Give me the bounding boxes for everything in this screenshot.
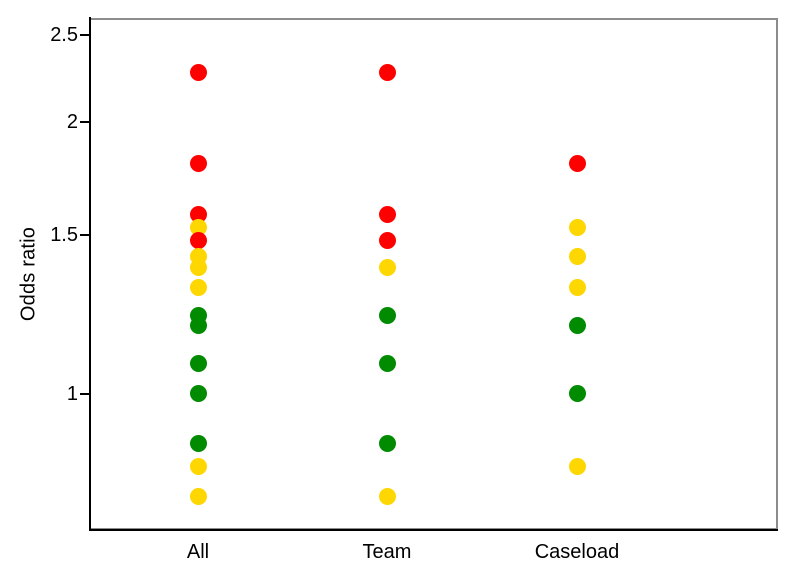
data-point bbox=[379, 259, 396, 276]
data-point bbox=[190, 317, 207, 334]
x-category-label: Caseload bbox=[534, 541, 620, 563]
data-point bbox=[569, 385, 586, 402]
y-axis-line bbox=[89, 17, 91, 531]
y-tick-mark bbox=[80, 34, 89, 36]
data-point bbox=[190, 232, 207, 249]
y-tick-label: 1.5 bbox=[50, 224, 78, 246]
data-point bbox=[379, 206, 396, 223]
data-point bbox=[379, 232, 396, 249]
data-point bbox=[190, 435, 207, 452]
x-category-label: All bbox=[186, 541, 210, 563]
data-point bbox=[379, 64, 396, 81]
y-tick-label: 1 bbox=[66, 383, 78, 405]
data-point bbox=[569, 219, 586, 236]
data-point bbox=[379, 435, 396, 452]
data-point bbox=[190, 385, 207, 402]
data-point bbox=[190, 219, 207, 236]
data-point bbox=[190, 206, 207, 223]
x-category-label: Team bbox=[362, 541, 412, 563]
data-point bbox=[569, 279, 586, 296]
data-point bbox=[569, 155, 586, 172]
data-point bbox=[569, 458, 586, 475]
data-point bbox=[190, 64, 207, 81]
data-point bbox=[569, 317, 586, 334]
y-tick-label: 2.5 bbox=[50, 24, 78, 46]
data-point bbox=[190, 355, 207, 372]
data-point bbox=[379, 355, 396, 372]
data-point bbox=[379, 488, 396, 505]
x-axis-line bbox=[89, 529, 778, 531]
y-tick-mark bbox=[80, 234, 89, 236]
data-point bbox=[379, 307, 396, 324]
y-tick-mark bbox=[80, 121, 89, 123]
data-point bbox=[190, 458, 207, 475]
data-point bbox=[190, 259, 207, 276]
data-point bbox=[190, 488, 207, 505]
data-point bbox=[190, 155, 207, 172]
y-tick-label: 2 bbox=[66, 111, 78, 133]
data-point bbox=[569, 248, 586, 265]
data-point bbox=[190, 279, 207, 296]
y-tick-mark bbox=[80, 393, 89, 395]
